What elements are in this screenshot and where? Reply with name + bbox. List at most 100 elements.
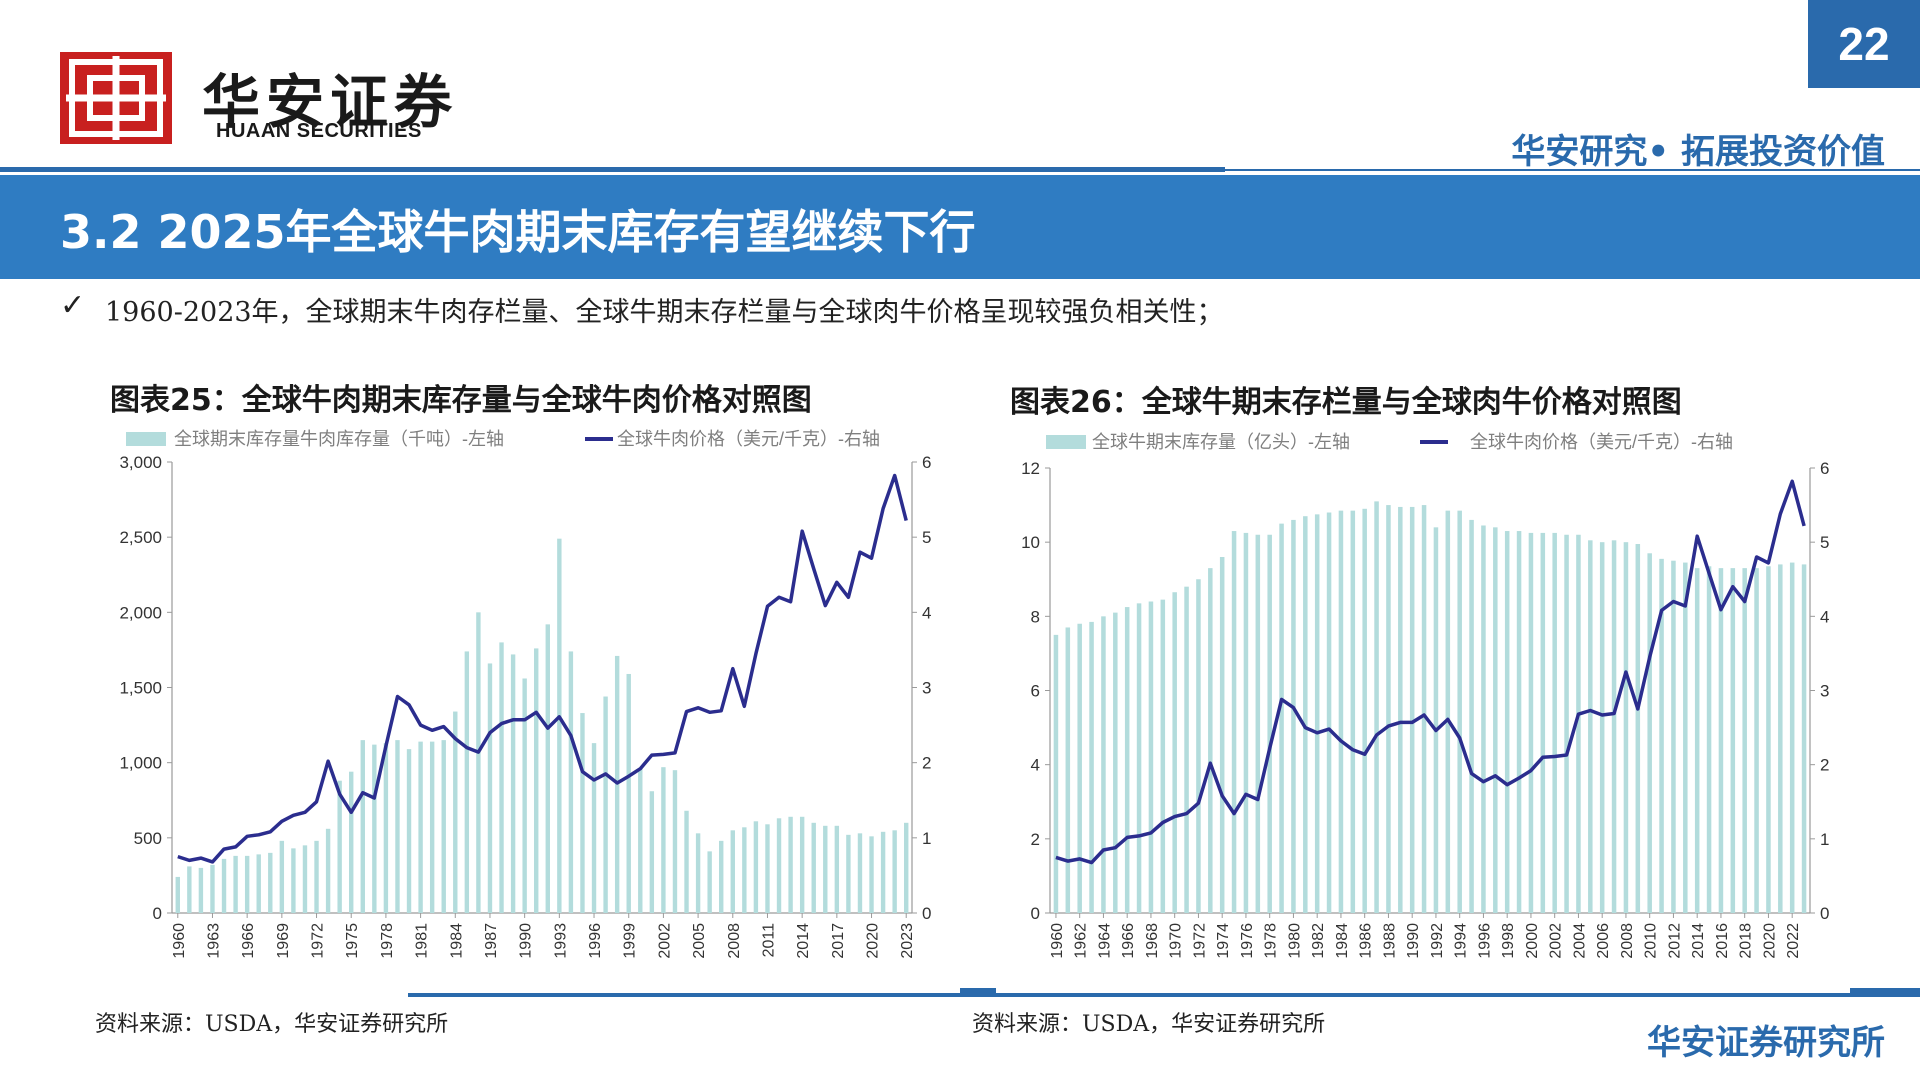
slogan: 华安研究• 拓展投资价值 <box>1511 132 1885 172</box>
bar <box>880 831 886 913</box>
bar <box>1089 621 1094 913</box>
x-tick-label: 1975 <box>344 923 361 959</box>
bar <box>1623 542 1629 913</box>
bar <box>1706 566 1712 913</box>
x-tick-label: 1972 <box>310 923 327 959</box>
bar <box>1398 506 1403 913</box>
bar <box>568 651 574 913</box>
bar <box>187 866 192 913</box>
bar <box>1255 534 1261 913</box>
bar <box>1148 601 1154 913</box>
x-tick-label: 1981 <box>414 923 431 959</box>
footer-divider-notch-right <box>1850 988 1920 997</box>
x-tick-label: 2022 <box>1785 923 1802 959</box>
bar <box>1611 540 1617 913</box>
bar <box>522 678 527 913</box>
x-tick-label: 1974 <box>1215 923 1232 959</box>
bar <box>1362 508 1367 913</box>
x-tick-label: 1986 <box>1358 923 1375 959</box>
bar <box>904 822 909 913</box>
y-right-tick-label: 2 <box>1820 756 1829 775</box>
title-band <box>0 175 1920 279</box>
bar <box>776 818 782 913</box>
bar <box>325 828 331 913</box>
bar <box>684 810 689 913</box>
bar <box>1338 510 1344 913</box>
x-tick-label: 2010 <box>1643 923 1660 959</box>
bar <box>360 740 365 913</box>
bar <box>765 824 770 913</box>
slide-title: 3.2 2025年全球牛肉期末库存有望继续下行 <box>60 205 976 259</box>
y-left-tick-label: 3,000 <box>119 453 162 472</box>
bar <box>256 854 261 913</box>
bar <box>1635 544 1641 913</box>
bar <box>557 538 562 913</box>
x-tick-label: 1960 <box>1049 923 1066 959</box>
bar <box>1647 553 1652 913</box>
x-tick-label: 2014 <box>1690 923 1707 959</box>
y-left-tick-label: 500 <box>134 829 162 848</box>
bar <box>1801 564 1807 913</box>
x-tick-label: 1994 <box>1453 923 1470 959</box>
page-number: 22 <box>1808 0 1920 88</box>
x-tick-label: 1970 <box>1168 923 1185 959</box>
y-right-tick-label: 6 <box>922 453 931 472</box>
footer-brand: 华安证券研究所 <box>1647 1023 1885 1063</box>
check-icon: ✓ <box>60 288 86 323</box>
y-left-tick-label: 0 <box>1031 904 1040 923</box>
bar <box>233 855 238 913</box>
chart-25: 0 500 1,000 1,500 2,000 2,500 3,000 0 1 2 3 4 5 6 1960… <box>119 429 931 959</box>
legend-bar-label: 全球期末库存量牛肉库存量（千吨）-左轴 <box>174 429 504 449</box>
x-tick-label: 1968 <box>1144 923 1161 959</box>
x-tick-label: 1980 <box>1286 923 1303 959</box>
x-tick-label: 1976 <box>1239 923 1256 959</box>
bar <box>1219 557 1225 913</box>
bar <box>349 771 354 913</box>
bar <box>1469 519 1474 913</box>
bar <box>661 767 666 913</box>
bar <box>1314 514 1320 913</box>
price-line <box>177 473 908 864</box>
y-right-tick-label: 6 <box>1820 459 1829 478</box>
x-tick-label: 1988 <box>1381 923 1398 959</box>
chart-25-title: 图表25：全球牛肉期末库存量与全球牛肉价格对照图 <box>110 383 812 418</box>
bar <box>1113 612 1118 913</box>
y-right-tick-label: 5 <box>1820 533 1829 552</box>
bar <box>1136 603 1142 913</box>
chart-26-title: 图表26：全球牛期末存栏量与全球肉牛价格对照图 <box>1010 385 1682 420</box>
x-tick-label: 1966 <box>240 923 257 959</box>
x-tick-label: 2002 <box>1548 923 1565 959</box>
bar <box>1540 532 1546 913</box>
source-note-left: 资料来源：USDA，华安证券研究所 <box>95 1012 449 1037</box>
bar <box>337 780 342 913</box>
x-tick-label: 2020 <box>865 923 882 959</box>
x-tick-label: 2020 <box>1761 923 1778 959</box>
bar <box>464 651 470 913</box>
y-right-tick-label: 2 <box>922 754 931 773</box>
bar <box>1552 532 1557 913</box>
y-right-tick-label: 5 <box>922 528 931 547</box>
y-left-tick-label: 1,500 <box>119 679 162 698</box>
legend-bar-swatch <box>1046 435 1086 449</box>
x-tick-label: 2008 <box>726 923 743 959</box>
bar <box>1789 562 1795 913</box>
x-tick-label: 2005 <box>691 923 708 959</box>
x-tick-label: 1978 <box>1263 923 1280 959</box>
x-tick-label: 2006 <box>1595 923 1612 959</box>
bar <box>649 791 655 913</box>
y-right-tick-label: 3 <box>1820 682 1829 701</box>
bar <box>1694 568 1700 913</box>
bar <box>742 827 747 913</box>
legend-bar-swatch <box>126 432 166 446</box>
bar <box>1766 566 1771 913</box>
x-tick-label: 1966 <box>1120 923 1137 959</box>
y-right-tick-label: 0 <box>1820 904 1829 923</box>
bar <box>626 673 631 913</box>
price-line <box>1055 479 1806 865</box>
bar <box>1493 527 1498 913</box>
bar <box>1730 568 1736 913</box>
bar <box>1409 506 1415 913</box>
x-tick-label: 2008 <box>1619 923 1636 959</box>
bar <box>1160 599 1166 913</box>
y-left-tick-label: 12 <box>1021 459 1040 478</box>
